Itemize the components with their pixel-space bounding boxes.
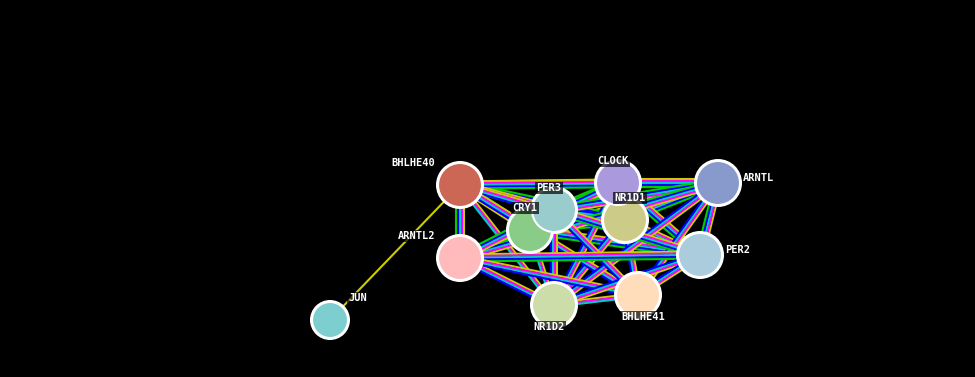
Circle shape bbox=[594, 159, 642, 207]
Text: CRY1: CRY1 bbox=[513, 203, 537, 213]
Circle shape bbox=[676, 231, 724, 279]
Circle shape bbox=[532, 283, 576, 327]
Circle shape bbox=[508, 208, 552, 252]
Text: BHLHE41: BHLHE41 bbox=[621, 312, 665, 322]
Circle shape bbox=[616, 273, 660, 317]
Circle shape bbox=[436, 234, 484, 282]
Circle shape bbox=[601, 196, 649, 244]
Text: ARNTL2: ARNTL2 bbox=[398, 231, 435, 241]
Circle shape bbox=[614, 271, 662, 319]
Text: NR1D1: NR1D1 bbox=[614, 193, 645, 203]
Circle shape bbox=[696, 161, 740, 205]
Circle shape bbox=[438, 236, 482, 280]
Circle shape bbox=[603, 198, 647, 242]
Text: PER3: PER3 bbox=[536, 183, 562, 193]
Circle shape bbox=[694, 159, 742, 207]
Text: BHLHE40: BHLHE40 bbox=[391, 158, 435, 168]
Circle shape bbox=[310, 300, 350, 340]
Circle shape bbox=[530, 281, 578, 329]
Circle shape bbox=[678, 233, 722, 277]
Text: CLOCK: CLOCK bbox=[598, 156, 629, 166]
Circle shape bbox=[596, 161, 640, 205]
Circle shape bbox=[530, 186, 578, 234]
Circle shape bbox=[436, 161, 484, 209]
Text: NR1D2: NR1D2 bbox=[533, 322, 565, 332]
Circle shape bbox=[532, 188, 576, 232]
Text: JUN: JUN bbox=[348, 293, 367, 303]
Circle shape bbox=[506, 206, 554, 254]
Circle shape bbox=[312, 302, 348, 338]
Circle shape bbox=[438, 163, 482, 207]
Text: PER2: PER2 bbox=[725, 245, 750, 255]
Text: ARNTL: ARNTL bbox=[743, 173, 774, 183]
